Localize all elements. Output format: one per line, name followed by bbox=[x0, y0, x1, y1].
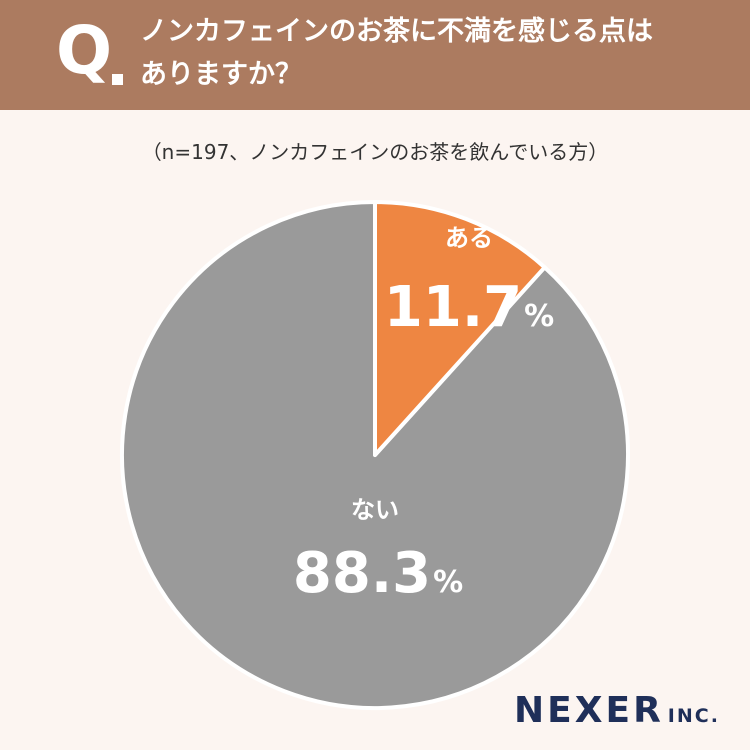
brand-name: NEXER bbox=[514, 690, 664, 731]
nexer-logo: NEXER INC. bbox=[514, 693, 720, 729]
slice-unit-nai: % bbox=[433, 565, 463, 600]
slice-value-aru: 11.7 bbox=[384, 275, 522, 340]
brand-suffix: INC. bbox=[667, 705, 720, 727]
question-text-line2: ありますか？ bbox=[140, 59, 302, 90]
slice-unit-aru: % bbox=[524, 299, 554, 334]
pie-slice-aru bbox=[373, 200, 547, 457]
slice-value-nai: 88.3 bbox=[293, 541, 431, 606]
question-text-line1: ノンカフェインのお茶に不満を感じる点は bbox=[140, 16, 653, 47]
slice-label-aru: ある bbox=[445, 224, 493, 252]
question-dot bbox=[112, 74, 123, 85]
question-mark: Q bbox=[56, 12, 113, 89]
sample-size-note: （n=197、ノンカフェインのお茶を飲んでいる方） bbox=[141, 140, 609, 164]
question-header: Q ノンカフェインのお茶に不満を感じる点は ありますか？ bbox=[0, 0, 750, 110]
slice-label-nai: ない bbox=[351, 496, 399, 524]
